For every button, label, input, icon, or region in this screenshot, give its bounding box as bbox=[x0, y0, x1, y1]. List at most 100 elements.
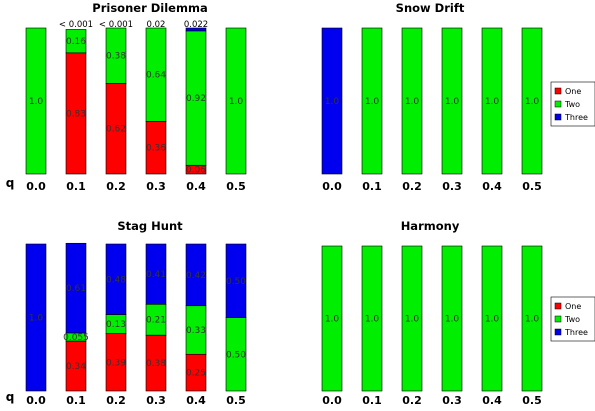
x-tick-label: 0.2 bbox=[402, 394, 422, 407]
panel-stag-hunt: Stag Hunt 1.0 0.0 0.34 0.055 0.61 0.1 0.39 0.13 0… bbox=[6, 219, 247, 407]
segment-label: 0.50 bbox=[226, 277, 246, 287]
bar-segment-two-0.5 bbox=[521, 245, 543, 392]
x-tick-label: 0.1 bbox=[66, 180, 86, 193]
x-tick-label: 0.4 bbox=[186, 394, 206, 407]
legend-swatch-three bbox=[554, 113, 562, 121]
legend-label-two: Two bbox=[564, 100, 580, 109]
bar-segment-two-0.2 bbox=[401, 245, 423, 392]
panel-prisoner-dilemma: Prisoner Dilemma 1.0 0.0 0.83 0.16 < 0.001 0.1… bbox=[6, 1, 247, 193]
segment-label: 0.16 bbox=[66, 37, 86, 47]
segment-label: 0.33 bbox=[186, 326, 206, 336]
bar-segment-two-0.0 bbox=[25, 27, 47, 175]
segment-label: 1.0 bbox=[325, 315, 340, 325]
x-tick-label: 0.3 bbox=[442, 180, 462, 193]
bar-segment-two-0.1 bbox=[65, 29, 87, 54]
segment-label: 0.50 bbox=[226, 350, 246, 360]
x-tick-label: 0.4 bbox=[482, 394, 502, 407]
segment-label: 0.36 bbox=[146, 144, 166, 154]
segment-label: 0.055 bbox=[63, 333, 89, 343]
x-tick-label: 0.5 bbox=[522, 394, 542, 407]
panel-snow-drift: Snow Drift 1.0 0.0 1.0 0.1 1.0 0.2 1.0 0.3 1.0 0.4… bbox=[321, 1, 595, 193]
x-tick-label: 0.3 bbox=[146, 394, 166, 407]
x-tick-label: 0.5 bbox=[522, 180, 542, 193]
legend-label-three: Three bbox=[564, 113, 588, 122]
x-tick-label: 0.0 bbox=[26, 394, 46, 407]
x-axis-label: q bbox=[6, 390, 15, 404]
bar-segment-three-0.2 bbox=[105, 243, 127, 315]
legend: One Two Three bbox=[550, 81, 595, 127]
legend-label-one: One bbox=[565, 302, 581, 311]
bar-segment-two-0.3 bbox=[441, 245, 463, 392]
x-tick-label: 0.0 bbox=[322, 394, 342, 407]
x-tick-label: 0.1 bbox=[66, 394, 86, 407]
segment-label: 0.62 bbox=[106, 125, 126, 135]
legend-swatch-one bbox=[554, 302, 562, 310]
bar-segment-two-0.0 bbox=[321, 245, 343, 392]
segment-label: 0.21 bbox=[146, 316, 166, 326]
segment-label: 0.06 bbox=[186, 166, 206, 176]
segment-label: 1.0 bbox=[405, 315, 420, 325]
x-tick-label: 0.2 bbox=[402, 180, 422, 193]
significance-label: < 0.001 bbox=[59, 20, 93, 30]
segment-label: 1.0 bbox=[325, 97, 340, 107]
legend: One Two Three bbox=[550, 296, 595, 342]
segment-label: 1.0 bbox=[365, 97, 380, 107]
significance-label: 0.02 bbox=[147, 20, 166, 30]
x-tick-label: 0.2 bbox=[106, 180, 126, 193]
legend-swatch-one bbox=[554, 87, 562, 95]
segment-label: 0.61 bbox=[66, 284, 86, 294]
bar-segment-two-0.1 bbox=[361, 27, 383, 175]
bar-segment-two-0.3 bbox=[441, 27, 463, 175]
chart-title: Prisoner Dilemma bbox=[92, 1, 207, 15]
legend-swatch-two bbox=[554, 315, 562, 323]
segment-label: 1.0 bbox=[365, 315, 380, 325]
x-tick-label: 0.0 bbox=[322, 180, 342, 193]
panel-harmony: Harmony 1.0 0.0 1.0 0.1 1.0 0.2 1.0 0.3 1.0 0.4 1.0… bbox=[321, 219, 595, 407]
x-tick-label: 0.4 bbox=[482, 180, 502, 193]
segment-label: 1.0 bbox=[405, 97, 420, 107]
segment-label: 0.92 bbox=[186, 94, 206, 104]
segment-label: 0.48 bbox=[106, 275, 126, 285]
bar-segment-three-0.3 bbox=[145, 243, 167, 305]
legend-swatch-two bbox=[554, 100, 562, 108]
bar-segment-three-0.5 bbox=[225, 243, 247, 318]
x-tick-label: 0.1 bbox=[362, 180, 382, 193]
x-tick-label: 0.5 bbox=[226, 394, 246, 407]
bar-segment-three-0.0 bbox=[25, 243, 47, 392]
bar-segment-two-0.2 bbox=[105, 27, 127, 84]
x-tick-label: 0.4 bbox=[186, 180, 206, 193]
segment-label: 0.13 bbox=[106, 320, 126, 330]
chart-title: Harmony bbox=[401, 219, 460, 233]
x-tick-label: 0.1 bbox=[362, 394, 382, 407]
bar-segment-two-0.4 bbox=[481, 27, 503, 175]
significance-label: 0.022 bbox=[184, 20, 208, 30]
segment-label: 1.0 bbox=[525, 97, 540, 107]
legend-label-three: Three bbox=[564, 328, 588, 337]
segment-label: 1.0 bbox=[29, 314, 44, 324]
bar-segment-three-0.4 bbox=[185, 27, 207, 32]
bar-segment-three-0.0 bbox=[321, 27, 343, 175]
segment-label: 0.38 bbox=[146, 359, 166, 369]
segment-label: 0.42 bbox=[186, 271, 206, 281]
segment-label: 1.0 bbox=[229, 97, 244, 107]
x-tick-label: 0.2 bbox=[106, 394, 126, 407]
segment-label: 1.0 bbox=[525, 315, 540, 325]
x-tick-label: 0.3 bbox=[442, 394, 462, 407]
segment-label: 0.83 bbox=[66, 109, 86, 119]
bar-segment-two-0.1 bbox=[361, 245, 383, 392]
segment-label: 1.0 bbox=[445, 97, 460, 107]
bar-segment-three-0.4 bbox=[185, 243, 207, 307]
segment-label: 0.38 bbox=[106, 52, 126, 62]
x-tick-label: 0.3 bbox=[146, 180, 166, 193]
bar-segment-two-0.3 bbox=[145, 27, 167, 122]
legend-label-two: Two bbox=[564, 315, 580, 324]
x-tick-label: 0.0 bbox=[26, 180, 46, 193]
segment-label: 0.41 bbox=[146, 270, 166, 280]
segment-label: 1.0 bbox=[445, 315, 460, 325]
significance-label: < 0.001 bbox=[99, 20, 133, 30]
bar-segment-two-0.5 bbox=[521, 27, 543, 175]
bar-segment-two-0.4 bbox=[481, 245, 503, 392]
chart-title: Snow Drift bbox=[396, 1, 465, 15]
chart-title: Stag Hunt bbox=[117, 219, 183, 233]
